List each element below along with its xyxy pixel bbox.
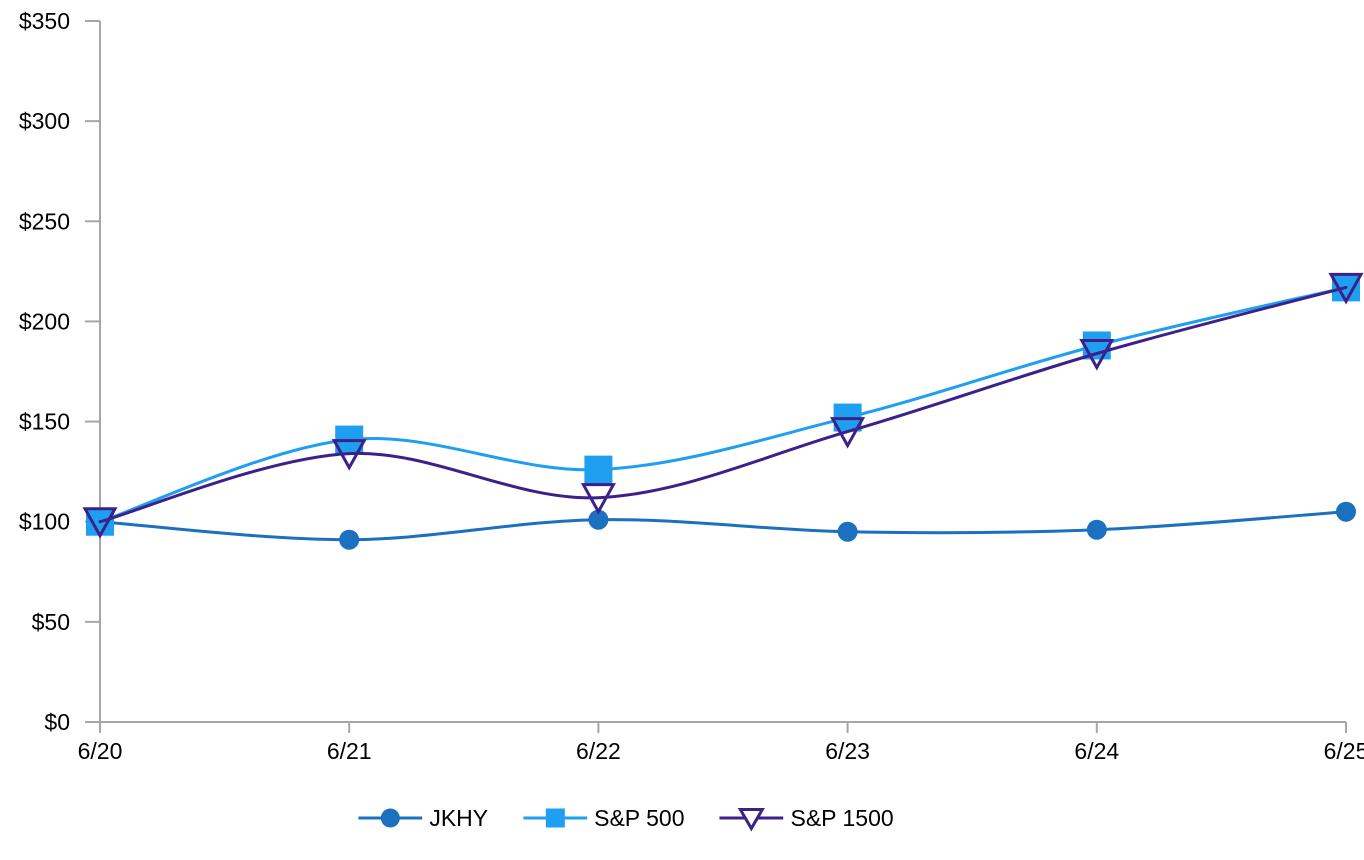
legend-triangle-marker [737,808,766,832]
series-line-s-p-1500 [98,285,1348,524]
x-tick-label: 6/20 [78,738,123,764]
s-p-1500-marker [1328,272,1364,305]
jkhy-line-circle-marker-icon [358,808,423,828]
jkhy-marker [588,509,609,530]
s-p-500-marker [584,455,613,484]
chart-legend: JKHY S&P 500 S&P 1500 [358,803,894,833]
jkhy-marker [339,529,360,550]
y-tick-label: $150 [19,409,70,435]
legend-label-jkhy: JKHY [429,804,489,831]
y-tick-label: $350 [19,8,70,34]
y-tick-label: $50 [32,609,70,635]
y-tick-label: $0 [44,709,70,735]
jkhy-marker [1086,519,1107,540]
legend-square-marker [545,808,565,828]
sp1500-line-triangle-marker-icon [719,808,784,832]
s-p-1500-marker [1079,338,1115,371]
x-tick-label: 6/22 [576,738,621,764]
x-tick-label: 6/21 [327,738,372,764]
x-tick-label: 6/24 [1074,738,1119,764]
y-tick-label: $200 [19,308,70,334]
jkhy-marker [837,521,858,542]
y-tick-label: $250 [19,208,70,234]
legend-label-sp1500: S&P 1500 [790,804,894,831]
x-tick-label: 6/23 [825,738,870,764]
s-p-1500-marker [331,439,367,471]
legend-circle-marker [380,808,400,828]
legend-item-jkhy: JKHY [358,803,488,833]
legend-item-sp500: S&P 500 [523,803,685,833]
series-line-s-p-500 [98,285,1348,524]
legend-item-sp1500: S&P 1500 [719,803,894,833]
s-p-1500-marker [580,483,616,515]
jkhy-marker [1336,501,1356,522]
s-p-1500-marker [82,507,118,539]
sp500-line-square-marker-icon [523,808,588,828]
y-tick-label: $300 [19,108,70,134]
y-tick-label: $100 [19,509,70,535]
legend-label-sp500: S&P 500 [594,804,685,831]
series-line-jkhy [98,510,1348,542]
x-tick-label: 6/25 [1324,738,1364,764]
s-p-1500-marker [830,417,866,449]
